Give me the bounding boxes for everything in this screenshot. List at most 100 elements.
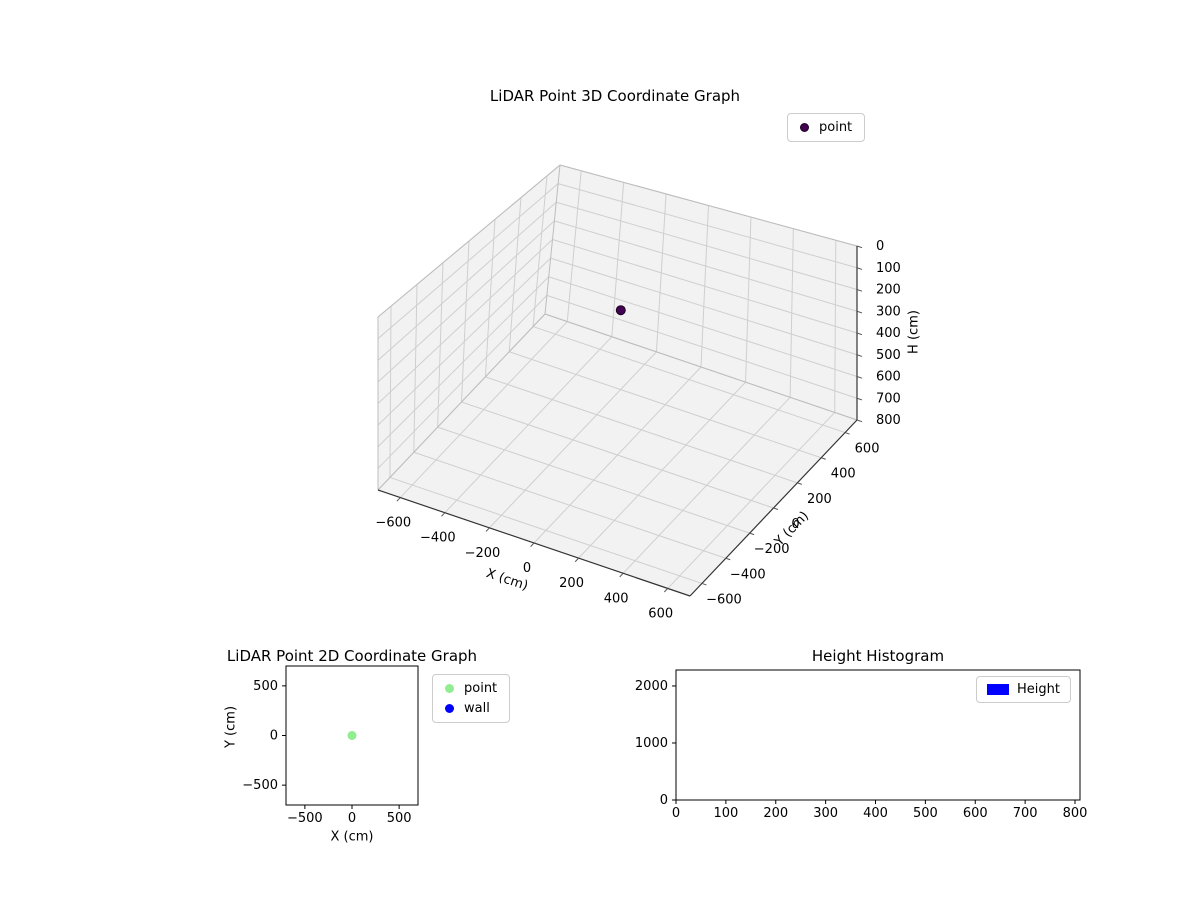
legend-label-height: Height bbox=[1017, 682, 1060, 697]
grid-line bbox=[509, 351, 822, 459]
legend-label-point: point bbox=[819, 120, 853, 135]
x-tick-label: 400 bbox=[604, 591, 629, 606]
x-tick-label: 0 bbox=[672, 806, 680, 821]
legend-item-wall: wall bbox=[445, 701, 497, 716]
y-tick-label: 600 bbox=[855, 442, 880, 457]
z-tick-label: 600 bbox=[876, 370, 901, 385]
x-tick-label: 0 bbox=[348, 811, 356, 826]
z-tick-label: 700 bbox=[876, 391, 901, 406]
tick-mark bbox=[856, 376, 863, 379]
pane-y-wall bbox=[545, 165, 857, 420]
tick-mark bbox=[856, 419, 863, 423]
grid-line bbox=[377, 183, 559, 340]
hist-title: Height Histogram bbox=[811, 647, 945, 665]
grid-line bbox=[548, 276, 858, 377]
legend-item-point: point bbox=[800, 120, 852, 135]
z-tick-label: 500 bbox=[876, 348, 901, 363]
tick-mark bbox=[619, 572, 624, 578]
y-tick-label: −600 bbox=[706, 592, 742, 607]
y-tick-label: 500 bbox=[253, 679, 278, 694]
legend-label-point: point bbox=[464, 681, 498, 696]
grid-line bbox=[389, 476, 703, 584]
histogram-frame bbox=[675, 669, 1081, 801]
x-tick-label: −200 bbox=[465, 546, 501, 561]
tick-mark bbox=[856, 267, 863, 270]
box-edge bbox=[544, 164, 561, 315]
y-tick-label: 200 bbox=[807, 492, 832, 507]
z-tick-label: 0 bbox=[876, 239, 884, 254]
y-tick-label: −500 bbox=[242, 778, 278, 793]
pane-x-wall bbox=[378, 165, 560, 490]
z-tick-label: 200 bbox=[876, 283, 901, 298]
y-tick-label: 1000 bbox=[635, 736, 668, 751]
x-tick-label: 500 bbox=[913, 806, 938, 821]
lidar-point-2d bbox=[347, 731, 357, 740]
plot2d-ylabel: Y (cm) bbox=[223, 705, 239, 749]
plot3d: −600−400−2000200400600−600−400−200020040… bbox=[375, 164, 901, 621]
x-tick-label: −400 bbox=[420, 531, 456, 546]
y-tick-label: 400 bbox=[831, 467, 856, 482]
y-tick-label: 0 bbox=[791, 517, 799, 532]
grid-line bbox=[413, 451, 726, 559]
tick-mark bbox=[797, 482, 803, 485]
x-tick-label: −500 bbox=[287, 811, 323, 826]
point-marker-icon bbox=[800, 123, 809, 132]
lidar-point-3d bbox=[615, 305, 626, 316]
grid-line bbox=[437, 426, 750, 534]
x-tick-label: 200 bbox=[763, 806, 788, 821]
hist-legend: Height bbox=[976, 676, 1071, 703]
x-tick-label: 700 bbox=[1013, 806, 1038, 821]
grid-line bbox=[554, 220, 858, 312]
grid-line bbox=[377, 239, 553, 404]
z-tick-label: 300 bbox=[876, 304, 901, 319]
z-tick-label: 400 bbox=[876, 326, 901, 341]
grid-line bbox=[377, 201, 557, 361]
grid-line bbox=[377, 257, 551, 426]
wall-marker-icon bbox=[445, 704, 454, 713]
grid-line bbox=[377, 276, 550, 448]
legend-label-wall: wall bbox=[464, 701, 490, 716]
tick-mark bbox=[856, 245, 863, 249]
box-edge bbox=[377, 164, 561, 318]
legend-item-height: Height bbox=[987, 682, 1060, 697]
z-tick-label: 100 bbox=[876, 261, 901, 276]
tick-mark bbox=[821, 457, 826, 460]
plot2d-title: LiDAR Point 2D Coordinate Graph bbox=[226, 647, 478, 665]
plot2d: −500 0 500 −500 0 500 bbox=[242, 665, 419, 826]
tick-mark bbox=[663, 588, 669, 593]
y-tick-label: −200 bbox=[754, 542, 790, 557]
grid-line bbox=[552, 239, 858, 334]
x-tick-label: 500 bbox=[387, 811, 412, 826]
grid-line bbox=[461, 401, 774, 509]
tick-mark bbox=[856, 310, 863, 314]
tick-mark bbox=[844, 432, 850, 435]
plot3d-legend: point bbox=[787, 113, 866, 142]
x-tick-label: 200 bbox=[559, 576, 584, 591]
y-tick-label: 0 bbox=[660, 793, 668, 808]
x-tick-label: 100 bbox=[713, 806, 738, 821]
grid-line bbox=[556, 201, 858, 290]
tick-mark bbox=[441, 512, 446, 517]
box-edge bbox=[559, 164, 858, 247]
tick-mark bbox=[749, 532, 755, 536]
y-tick-label: 0 bbox=[270, 729, 278, 744]
tick-mark bbox=[701, 582, 707, 586]
tick-mark bbox=[396, 497, 401, 502]
grid-line bbox=[377, 295, 548, 469]
height-swatch-icon bbox=[987, 684, 1009, 695]
box-edge bbox=[544, 313, 858, 421]
plot3d-title: LiDAR Point 3D Coordinate Graph bbox=[489, 87, 741, 105]
tick-mark bbox=[725, 557, 731, 561]
x-tick-label: 400 bbox=[863, 806, 888, 821]
grid-line bbox=[550, 257, 858, 356]
y-tick-label: −400 bbox=[730, 567, 766, 582]
tick-mark bbox=[773, 507, 779, 510]
x-tick-label: 0 bbox=[523, 561, 531, 576]
tick-mark bbox=[574, 557, 579, 563]
grid-line bbox=[532, 326, 846, 434]
x-tick-label: 600 bbox=[963, 806, 988, 821]
x-tick-label: −600 bbox=[375, 516, 411, 531]
point-marker-icon bbox=[445, 684, 454, 693]
